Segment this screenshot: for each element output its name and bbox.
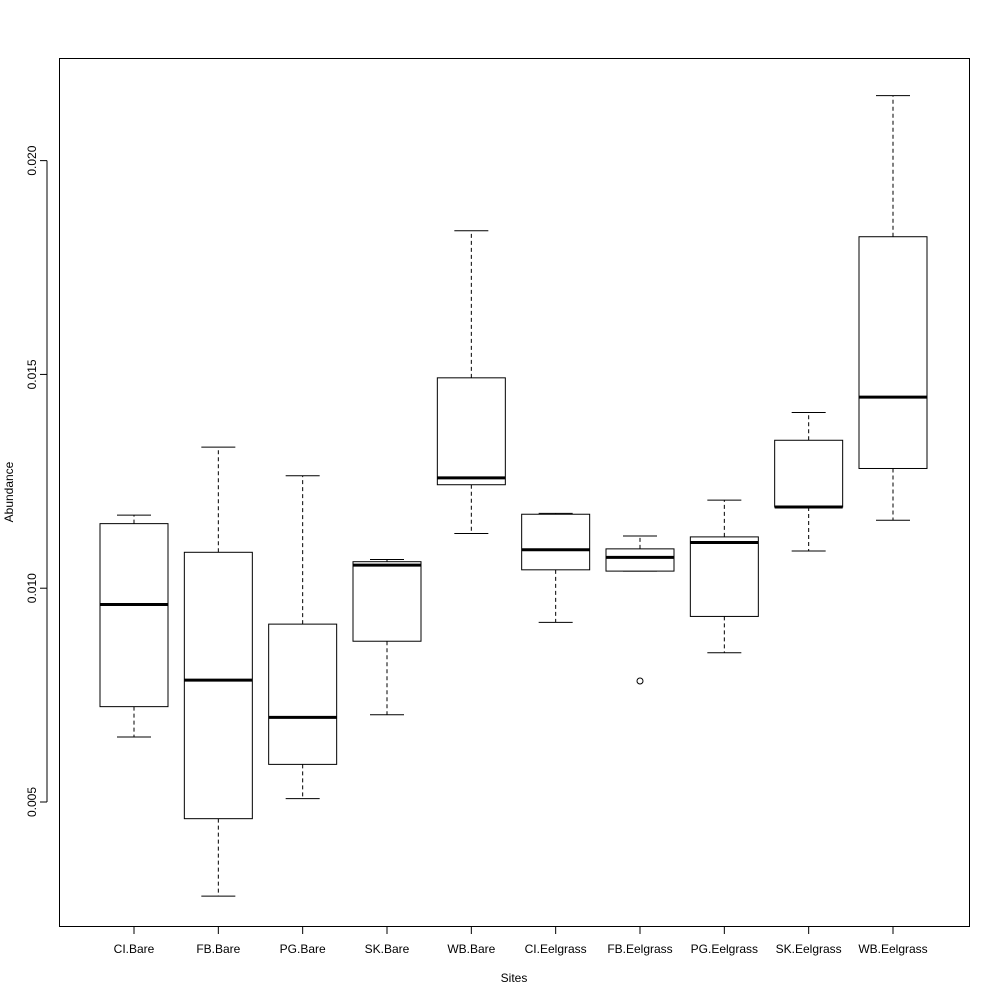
y-tick-label: 0.015 xyxy=(25,359,39,389)
iqr-box xyxy=(521,513,591,571)
iqr-box xyxy=(689,536,759,617)
x-tick-label: WB.Eelgrass xyxy=(858,942,927,956)
y-tick-label: 0.010 xyxy=(25,573,39,603)
box-SK.Bare xyxy=(352,559,422,716)
x-tick-label: FB.Bare xyxy=(196,942,240,956)
y-tick-label: 0.005 xyxy=(25,787,39,817)
iqr-box xyxy=(436,377,506,486)
box-SK.Eelgrass xyxy=(774,411,844,552)
box-WB.Eelgrass xyxy=(858,95,928,521)
x-tick-label: CI.Bare xyxy=(114,942,155,956)
box-FB.Bare xyxy=(183,446,253,897)
x-tick-label: FB.Eelgrass xyxy=(607,942,672,956)
boxes-layer xyxy=(99,95,928,897)
iqr-box xyxy=(605,548,675,572)
y-axis-title: Abundance xyxy=(2,461,16,522)
iqr-box xyxy=(352,561,422,642)
box-PG.Eelgrass xyxy=(689,499,759,654)
x-tick-label: SK.Bare xyxy=(365,942,410,956)
box-CI.Eelgrass xyxy=(521,512,591,623)
x-tick-label: SK.Eelgrass xyxy=(776,942,842,956)
box-CI.Bare xyxy=(99,514,169,738)
x-axis-title: Sites xyxy=(501,971,528,985)
box-FB.Eelgrass xyxy=(605,535,675,685)
y-tick-label: 0.020 xyxy=(25,145,39,175)
iqr-box xyxy=(858,236,928,469)
outlier-point xyxy=(636,677,644,685)
iqr-box xyxy=(99,523,169,708)
box-WB.Bare xyxy=(436,230,506,534)
x-axis: CI.Bare FB.Bare PG.Bare SK.Bare WB.Bare CI.Ee… xyxy=(114,926,928,956)
iqr-box xyxy=(268,623,338,765)
x-tick-label: CI.Eelgrass xyxy=(525,942,587,956)
iqr-box xyxy=(183,551,253,820)
x-tick-label: PG.Bare xyxy=(280,942,326,956)
iqr-box xyxy=(774,439,844,508)
x-tick-label: WB.Bare xyxy=(447,942,495,956)
x-tick-label: PG.Eelgrass xyxy=(691,942,758,956)
y-axis: 0.005 0.010 0.015 0.020 xyxy=(25,145,48,817)
box-PG.Bare xyxy=(268,475,338,800)
